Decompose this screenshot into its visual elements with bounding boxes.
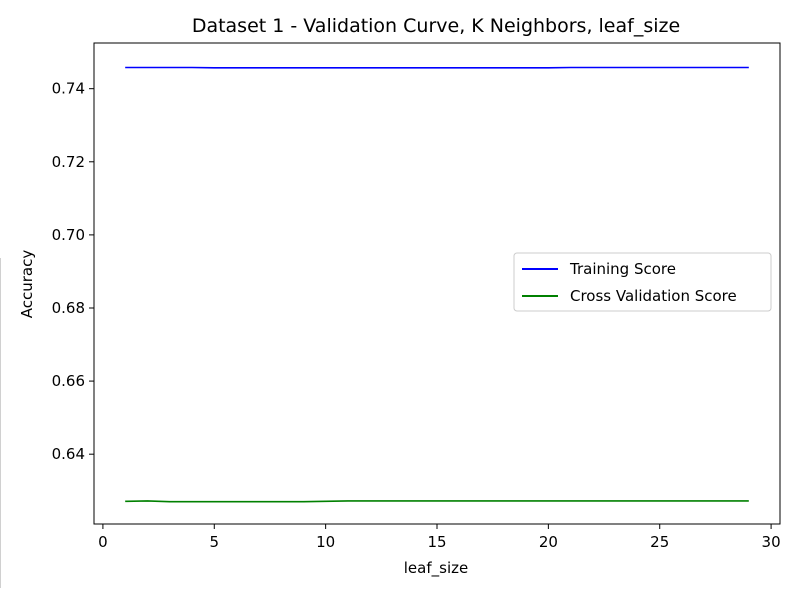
x-tick-label: 15 [427,533,446,551]
x-tick-label: 25 [650,533,669,551]
y-tick-label: 0.64 [52,445,85,463]
y-tick-label: 0.72 [52,153,85,171]
x-tick-label: 5 [209,533,219,551]
x-tick-label: 10 [316,533,335,551]
series-line-cross-validation-score [125,500,749,503]
y-axis-label: Accuracy [18,250,36,319]
y-tick-label: 0.74 [52,80,85,98]
x-axis-label: leaf_size [404,559,468,578]
y-tick-label: 0.66 [52,372,85,390]
legend-entry-label: Training Score [569,260,676,278]
chart-title: Dataset 1 - Validation Curve, K Neighbor… [192,15,680,37]
x-tick-label: 20 [539,533,558,551]
window-edge-divider [0,258,1,588]
y-tick-label: 0.68 [52,299,85,317]
y-tick-label: 0.70 [52,226,85,244]
x-tick-label: 0 [98,533,108,551]
legend-entry-label: Cross Validation Score [570,287,737,305]
x-tick-label: 30 [762,533,781,551]
legend-box [513,252,772,312]
